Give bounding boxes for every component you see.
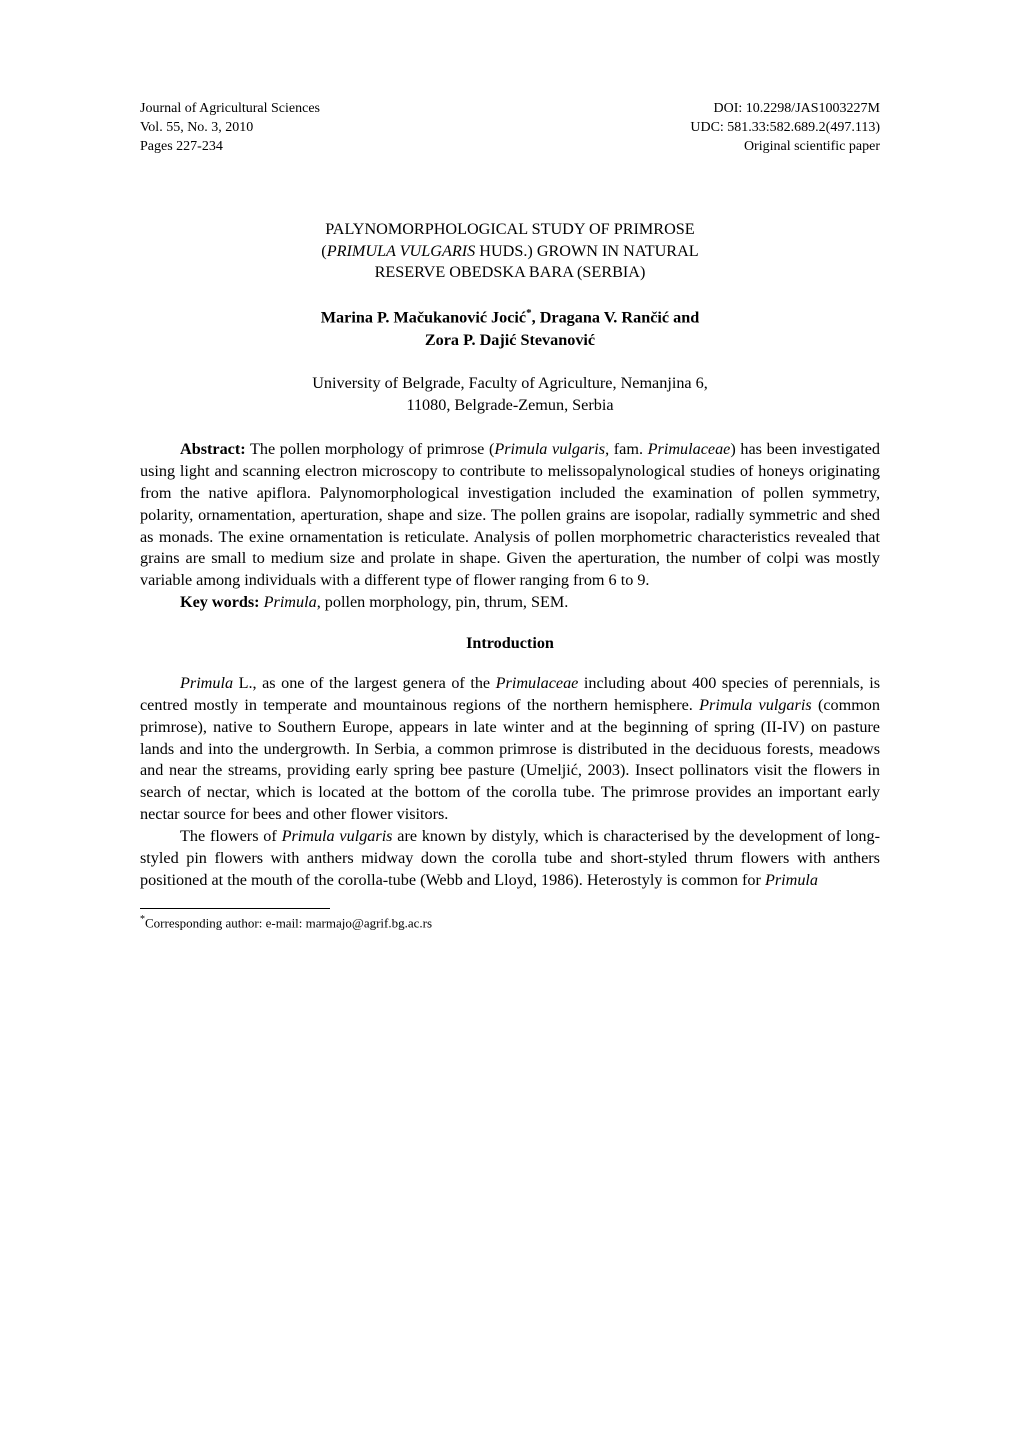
volume-line: Vol. 55, No. 3, 2010 <box>140 119 320 138</box>
header-left: Journal of Agricultural Sciences Vol. 55… <box>140 100 320 157</box>
title-line-1: PALYNOMORPHOLOGICAL STUDY OF PRIMROSE <box>140 219 880 241</box>
author-3: Zora P. Dajić Stevanović <box>425 331 595 349</box>
abstract-label: Abstract: <box>180 440 246 458</box>
affiliation: University of Belgrade, Faculty of Agric… <box>140 373 880 417</box>
pages-line: Pages 227-234 <box>140 138 320 157</box>
intro-paragraph-1: Primula L., as one of the largest genera… <box>140 673 880 826</box>
udc: UDC: 581.33:582.689.2(497.113) <box>690 119 880 138</box>
section-heading-introduction: Introduction <box>140 634 880 653</box>
affiliation-line-2: 11080, Belgrade-Zemun, Serbia <box>140 395 880 417</box>
intro-paragraph-2: The flowers of Primula vulgaris are know… <box>140 826 880 892</box>
title-line-2: (PRIMULA VULGARIS HUDS.) GROWN IN NATURA… <box>140 241 880 263</box>
journal-name: Journal of Agricultural Sciences <box>140 100 320 119</box>
author-2: Dragana V. Rančić and <box>540 309 700 327</box>
paper-type: Original scientific paper <box>690 138 880 157</box>
header-right: DOI: 10.2298/JAS1003227M UDC: 581.33:582… <box>690 100 880 157</box>
running-header: Journal of Agricultural Sciences Vol. 55… <box>140 100 880 157</box>
abstract: Abstract: The pollen morphology of primr… <box>140 439 880 592</box>
paper-title: PALYNOMORPHOLOGICAL STUDY OF PRIMROSE (P… <box>140 219 880 285</box>
keywords-label: Key words: <box>180 593 260 611</box>
page: Journal of Agricultural Sciences Vol. 55… <box>0 0 1020 1443</box>
keywords: Key words: Primula, pollen morphology, p… <box>140 592 880 614</box>
title-line-3: RESERVE OBEDSKA BARA (SERBIA) <box>140 262 880 284</box>
footnote-text: Corresponding author: e-mail: marmajo@ag… <box>145 915 432 930</box>
doi: DOI: 10.2298/JAS1003227M <box>690 100 880 119</box>
footnote-separator <box>140 908 330 909</box>
author-1: Marina P. Mačukanović Jocić <box>321 309 526 327</box>
authors: Marina P. Mačukanović Jocić*, Dragana V.… <box>140 306 880 351</box>
affiliation-line-1: University of Belgrade, Faculty of Agric… <box>140 373 880 395</box>
footnote: *Corresponding author: e-mail: marmajo@a… <box>140 913 880 932</box>
